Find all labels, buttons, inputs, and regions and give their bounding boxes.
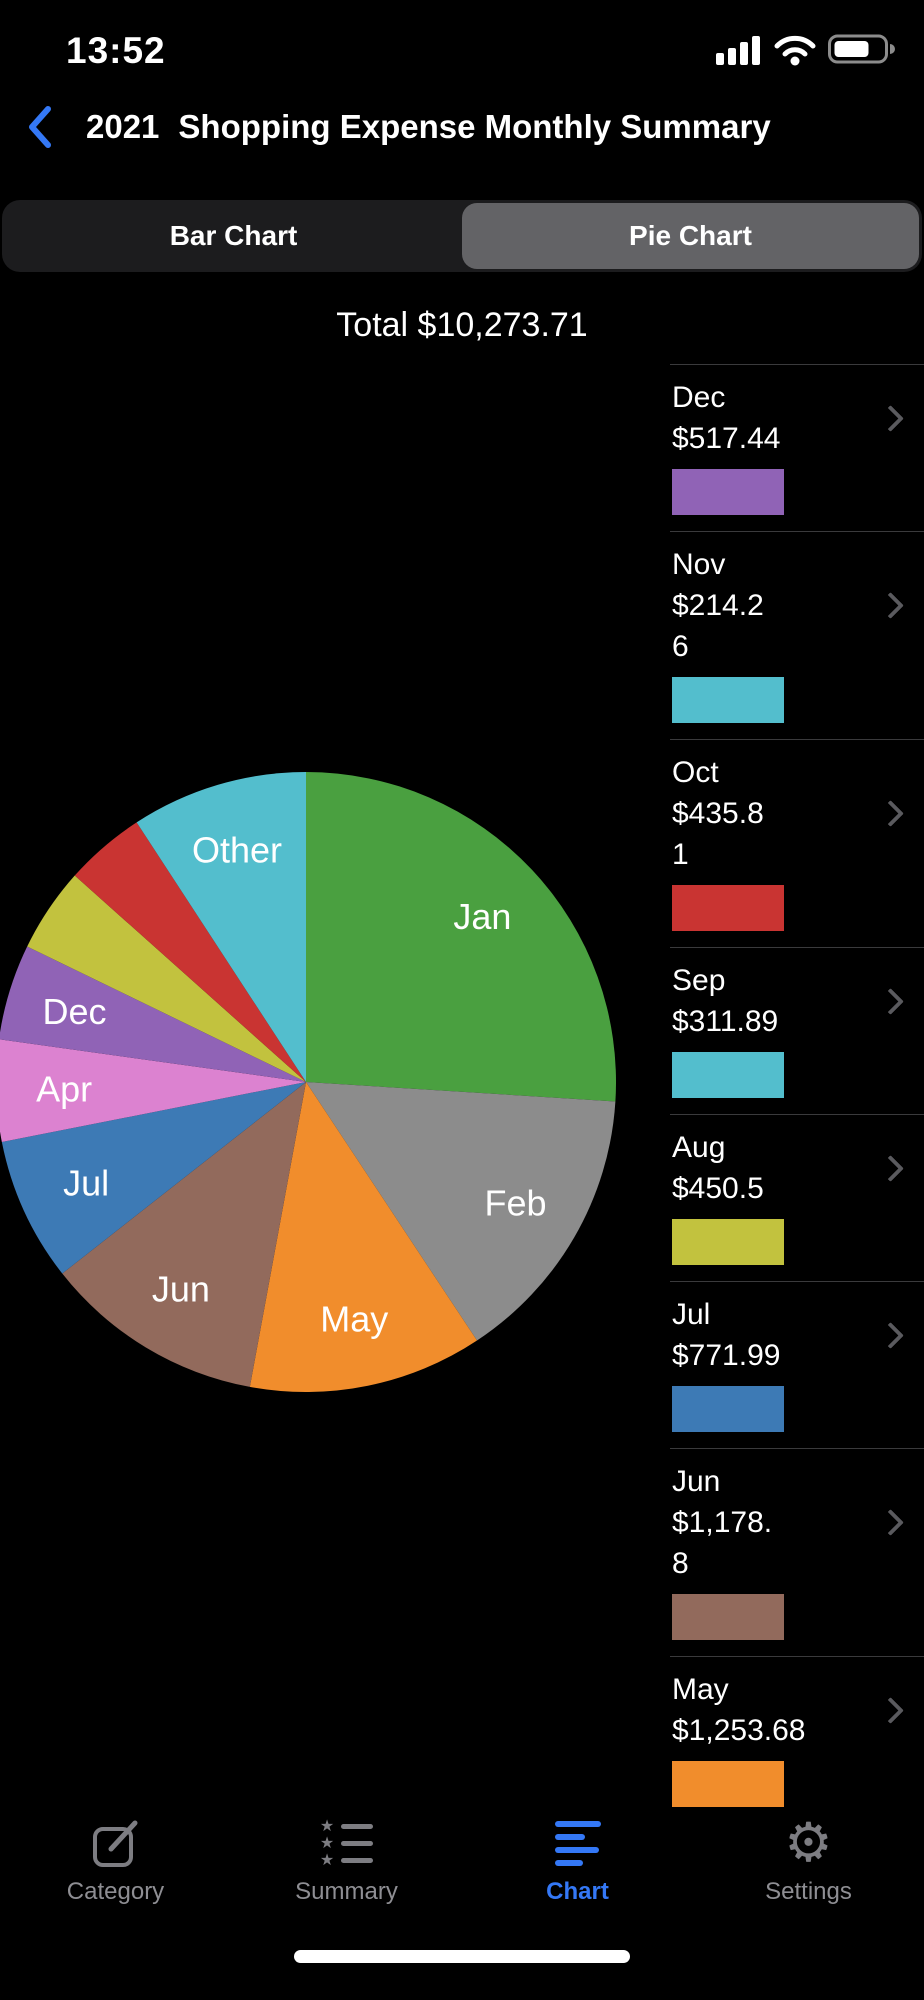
pie-slice-may[interactable]: [249, 1082, 478, 1392]
summary-list-icon: ★ ★ ★: [320, 1812, 374, 1874]
tab-bar: Category ★ ★ ★ Summary Chart: [0, 1812, 924, 1932]
wifi-icon: [774, 35, 816, 66]
month-label: Jul: [672, 1298, 711, 1331]
compose-icon: [91, 1812, 141, 1874]
month-value: $771.99: [672, 1339, 781, 1372]
pie-label-jun: Jun: [152, 1269, 210, 1310]
segment-bar-chart[interactable]: Bar Chart: [169, 220, 298, 251]
page-title: 2021 Shopping Expense Monthly Summary: [86, 108, 771, 146]
pie-label-may: May: [320, 1299, 388, 1340]
color-swatch: [672, 469, 784, 515]
pie-label-apr: Apr: [36, 1068, 92, 1109]
tab-chart[interactable]: Chart: [462, 1812, 693, 1932]
chart-lines-icon: [554, 1812, 601, 1874]
chevron-right-icon: [877, 1509, 904, 1536]
month-label: Aug: [672, 1131, 726, 1164]
pie-slice-apr[interactable]: [0, 1039, 306, 1142]
title-text: Shopping Expense Monthly Summary: [178, 108, 771, 145]
list-item-may[interactable]: May $1,253.68: [670, 1656, 924, 1823]
tab-label: Summary: [295, 1878, 398, 1905]
month-value: 1: [672, 838, 689, 871]
month-label: Oct: [672, 756, 719, 789]
battery-icon: [828, 34, 895, 64]
color-swatch: [672, 1594, 784, 1640]
back-chevron-icon[interactable]: [26, 104, 54, 150]
list-item-jul[interactable]: Jul $771.99: [670, 1281, 924, 1448]
pie-slice-oct[interactable]: [74, 822, 306, 1082]
month-value: 6: [672, 630, 689, 663]
month-label: Dec: [672, 381, 726, 414]
pie-chart: Jan Feb May Jun Jul Apr Dec Other: [0, 772, 616, 1392]
tab-label: Settings: [765, 1878, 852, 1905]
pie-label-jul: Jul: [63, 1163, 109, 1204]
chevron-right-icon: [877, 1154, 904, 1182]
pie-slice-jun[interactable]: [62, 1082, 306, 1387]
chevron-right-icon: [877, 1321, 904, 1349]
chevron-right-icon: [877, 404, 904, 432]
list-item-jun[interactable]: Jun $1,178. 8: [670, 1448, 924, 1656]
list-item-nov[interactable]: Nov $214.2 6: [670, 531, 924, 739]
month-value: 8: [672, 1547, 689, 1580]
tab-category[interactable]: Category: [0, 1812, 231, 1932]
month-value: $1,253.68: [672, 1714, 806, 1747]
tab-label: Category: [66, 1878, 165, 1905]
list-item-dec[interactable]: Dec $517.44: [670, 364, 924, 531]
month-label: Sep: [672, 964, 726, 997]
status-time: 13:52: [66, 30, 166, 71]
pie-slice-dec[interactable]: [0, 946, 306, 1082]
color-swatch: [672, 1052, 784, 1098]
chevron-right-icon: [877, 1696, 904, 1724]
month-label: Jun: [672, 1465, 721, 1498]
chevron-right-icon: [877, 987, 904, 1015]
pie-label-dec: Dec: [42, 991, 106, 1032]
list-item-oct[interactable]: Oct $435.8 1: [670, 739, 924, 947]
list-item-sep[interactable]: Sep $311.89: [670, 947, 924, 1114]
list-item-aug[interactable]: Aug $450.5: [670, 1114, 924, 1281]
gear-icon: ⚙: [784, 1811, 833, 1874]
home-indicator[interactable]: [294, 1950, 630, 1963]
cellular-signal-icon: [716, 36, 760, 65]
chart-type-segmented-control: Bar Chart Pie Chart: [2, 200, 922, 272]
chevron-right-icon: [877, 800, 904, 827]
color-swatch: [672, 1219, 784, 1265]
month-value: $311.89: [672, 1005, 779, 1038]
segment-pie-chart[interactable]: Pie Chart: [462, 203, 919, 269]
pie-slice-feb[interactable]: [306, 1082, 616, 1341]
color-swatch: [672, 677, 784, 723]
month-value: $214.2: [672, 589, 764, 622]
month-label: Nov: [672, 548, 726, 581]
month-value: $517.44: [672, 422, 781, 455]
month-value: $435.8: [672, 797, 764, 830]
month-value: $450.5: [672, 1172, 764, 1205]
tab-summary[interactable]: ★ ★ ★ Summary: [231, 1812, 462, 1932]
pie-label-other: Other: [192, 830, 282, 871]
tab-label: Chart: [546, 1878, 609, 1905]
status-icons: [716, 32, 896, 66]
pie-slice-other[interactable]: [136, 772, 306, 1082]
month-value: $1,178.: [672, 1506, 773, 1539]
navigation-bar: 2021 Shopping Expense Monthly Summary: [0, 96, 924, 158]
color-swatch: [672, 1386, 784, 1432]
color-swatch: [672, 1761, 784, 1807]
title-year: 2021: [86, 108, 160, 145]
pie-slice-jan[interactable]: [306, 772, 616, 1102]
tab-settings[interactable]: ⚙ Settings: [693, 1812, 924, 1932]
pie-label-feb: Feb: [484, 1183, 546, 1224]
pie-label-jan: Jan: [453, 896, 511, 937]
color-swatch: [672, 885, 784, 931]
total-label: Total $10,273.71: [336, 306, 588, 344]
pie-slice-jul[interactable]: [1, 1082, 307, 1274]
month-label: May: [672, 1673, 729, 1706]
chevron-right-icon: [877, 592, 904, 619]
pie-slice-aug[interactable]: [27, 875, 307, 1082]
status-bar: 13:52: [0, 0, 924, 90]
month-list: Dec $517.44 Nov $214.2 6 Oct $435.8 1 Sep $311.89…: [670, 364, 924, 1823]
